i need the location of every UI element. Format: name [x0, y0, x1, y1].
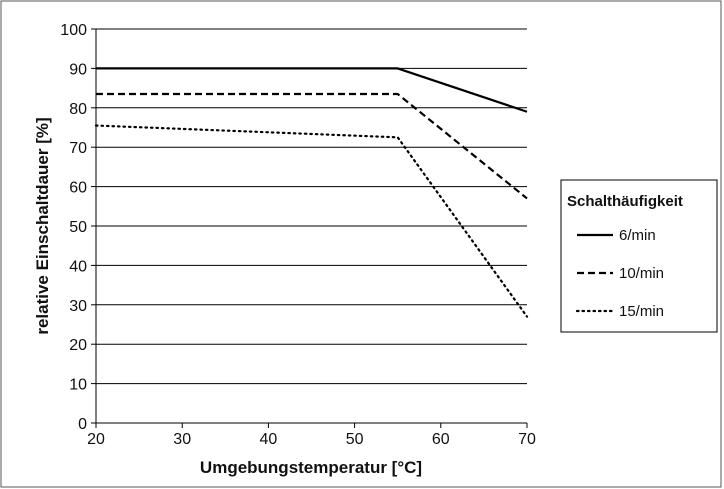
legend: Schalthäufigkeit 6/min 10/min 15/min	[560, 179, 718, 333]
y-tick-label: 0	[78, 416, 87, 433]
series-line-1	[96, 67, 528, 113]
series-lines	[94, 67, 529, 318]
x-tick-label: 70	[518, 431, 536, 448]
y-tick-label: 60	[69, 180, 87, 197]
legend-items: 6/min 10/min 15/min	[575, 227, 664, 320]
y-tick-label: 100	[60, 22, 87, 39]
x-tick-label: 30	[173, 431, 191, 448]
x-axis-title: Umgebungstemperatur [°C]	[200, 458, 422, 477]
series-line-2	[96, 92, 528, 200]
y-tick-label: 70	[69, 140, 87, 157]
series-line-3	[94, 124, 529, 318]
y-tick-label: 20	[69, 337, 87, 354]
x-tick-label: 40	[260, 431, 278, 448]
y-tick-label: 90	[69, 61, 87, 78]
legend-label-1: 6/min	[619, 227, 656, 244]
x-tick-label: 50	[346, 431, 364, 448]
legend-title: Schalthäufigkeit	[567, 193, 683, 210]
y-tick-label: 10	[69, 377, 87, 394]
legend-label-2: 10/min	[619, 265, 664, 282]
legend-box	[560, 179, 718, 333]
tick-labels: 0 10 20 30 40 50 60 70 80 90 100 20 30 40 50 60 70	[60, 22, 536, 448]
x-tick-label: 20	[87, 431, 105, 448]
y-tick-label: 80	[69, 101, 87, 118]
x-tick-label: 60	[432, 431, 450, 448]
y-tick-label: 30	[69, 298, 87, 315]
y-tick-label: 50	[69, 219, 87, 236]
y-axis-title: relative Einschaltdauer [%]	[33, 117, 52, 334]
y-tick-label: 40	[69, 258, 87, 275]
legend-label-3: 15/min	[619, 303, 664, 320]
